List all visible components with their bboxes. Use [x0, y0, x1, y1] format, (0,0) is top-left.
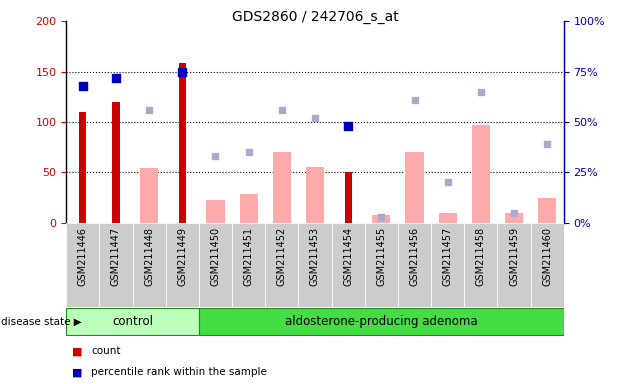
FancyBboxPatch shape — [464, 223, 498, 307]
FancyBboxPatch shape — [232, 223, 265, 307]
FancyBboxPatch shape — [132, 223, 166, 307]
Bar — [406, 152, 423, 223]
Text: GSM211455: GSM211455 — [376, 227, 386, 286]
Bar — [306, 167, 324, 223]
FancyBboxPatch shape — [365, 223, 398, 307]
Bar — [239, 195, 258, 223]
Text: GSM211460: GSM211460 — [542, 227, 553, 286]
FancyBboxPatch shape — [66, 308, 199, 336]
Bar — [179, 63, 186, 223]
FancyBboxPatch shape — [331, 223, 365, 307]
Text: GSM211457: GSM211457 — [443, 227, 453, 286]
Point — [144, 107, 154, 113]
Text: GSM211446: GSM211446 — [77, 227, 88, 286]
Text: GSM211449: GSM211449 — [177, 227, 187, 286]
Point — [177, 68, 187, 74]
Text: GSM211452: GSM211452 — [277, 227, 287, 286]
Point — [277, 107, 287, 113]
Text: GDS2860 / 242706_s_at: GDS2860 / 242706_s_at — [232, 10, 398, 23]
Point — [244, 149, 254, 155]
Bar — [345, 172, 352, 223]
Text: ■: ■ — [72, 367, 83, 377]
Text: GSM211454: GSM211454 — [343, 227, 353, 286]
FancyBboxPatch shape — [431, 223, 464, 307]
Text: GSM211456: GSM211456 — [410, 227, 420, 286]
Text: percentile rank within the sample: percentile rank within the sample — [91, 367, 267, 377]
Text: aldosterone-producing adenoma: aldosterone-producing adenoma — [285, 315, 478, 328]
FancyBboxPatch shape — [498, 223, 530, 307]
Point — [443, 179, 453, 185]
Text: GSM211447: GSM211447 — [111, 227, 121, 286]
FancyBboxPatch shape — [100, 223, 132, 307]
Point — [542, 141, 553, 147]
Bar — [207, 200, 224, 223]
Bar — [112, 102, 120, 223]
Point — [476, 89, 486, 95]
FancyBboxPatch shape — [199, 308, 564, 336]
Bar — [472, 125, 490, 223]
Text: GSM211448: GSM211448 — [144, 227, 154, 286]
Bar — [273, 152, 291, 223]
Bar — [79, 112, 86, 223]
Point — [410, 97, 420, 103]
Text: disease state ▶: disease state ▶ — [1, 316, 81, 327]
Point — [343, 123, 353, 129]
FancyBboxPatch shape — [66, 223, 100, 307]
Bar — [505, 213, 523, 223]
Text: control: control — [112, 315, 153, 328]
Bar — [140, 168, 158, 223]
Point — [210, 153, 220, 159]
Text: GSM211451: GSM211451 — [244, 227, 254, 286]
Text: GSM211459: GSM211459 — [509, 227, 519, 286]
FancyBboxPatch shape — [530, 223, 564, 307]
Bar — [438, 213, 457, 223]
FancyBboxPatch shape — [166, 223, 199, 307]
FancyBboxPatch shape — [398, 223, 431, 307]
FancyBboxPatch shape — [265, 223, 299, 307]
Point — [111, 74, 121, 81]
Bar — [538, 197, 556, 223]
Text: ■: ■ — [72, 346, 83, 356]
Point — [77, 83, 88, 89]
FancyBboxPatch shape — [199, 223, 232, 307]
Point — [376, 214, 386, 220]
Text: GSM211458: GSM211458 — [476, 227, 486, 286]
Text: GSM211450: GSM211450 — [210, 227, 220, 286]
Text: GSM211453: GSM211453 — [310, 227, 320, 286]
Point — [310, 115, 320, 121]
FancyBboxPatch shape — [299, 223, 331, 307]
Point — [509, 210, 519, 216]
Bar — [372, 215, 391, 223]
Text: count: count — [91, 346, 121, 356]
